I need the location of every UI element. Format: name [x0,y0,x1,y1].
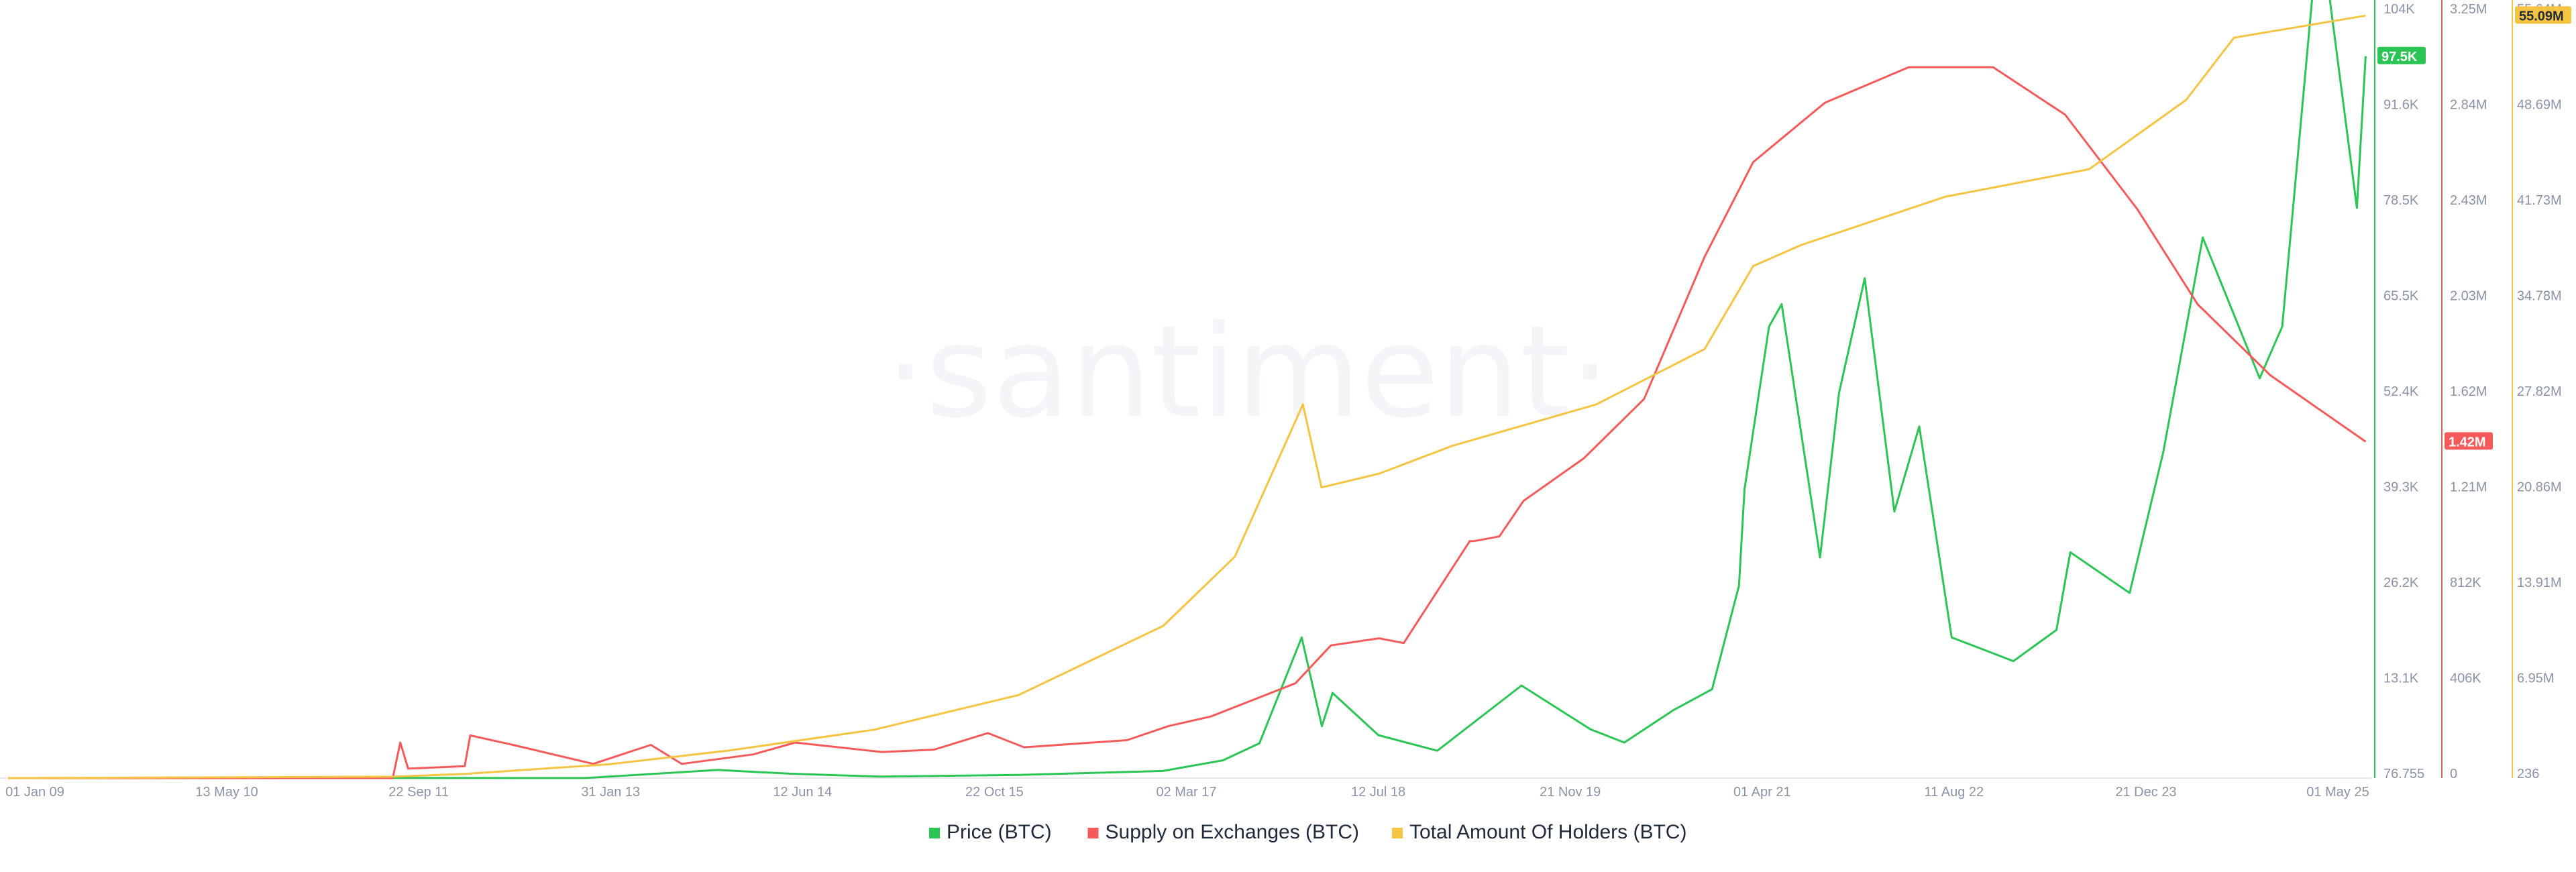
x-tick-label: 21 Nov 19 [1540,785,1601,800]
holders-current-value-badge [2515,6,2571,24]
x-tick-label: 31 Jan 13 [581,785,640,800]
x-tick-label: 01 Apr 21 [1733,785,1791,800]
holders-axis-tick-label: 48.69M [2517,98,2562,113]
supply-axis-tick-label: 406K [2450,671,2481,686]
x-tick-label: 01 May 25 [2306,785,2369,800]
series-line-price [229,0,2367,779]
x-tick-label: 13 May 10 [195,785,258,800]
price-axis-tick-label: 26.2K [2383,576,2419,590]
supply-current-value-badge [2445,432,2493,450]
holders-axis-tick-label: 6.95M [2517,671,2555,686]
holders-axis-tick-label: 236 [2517,767,2539,781]
price-axis-tick-label: 52.4K [2383,384,2419,399]
price-legend-swatch [929,828,940,838]
series-line-holders [7,14,2366,779]
holders-axis-tick-label: 34.78M [2517,289,2562,304]
x-tick-label: 22 Sep 11 [388,785,449,800]
supply-axis-tick-label: 2.03M [2450,289,2487,304]
x-tick-label: 22 Oct 15 [965,785,1024,800]
x-tick-label: 12 Jun 14 [773,785,832,800]
holders-axis-tick-label: 13.91M [2517,576,2562,590]
supply-axis-tick-label: 0 [2450,767,2457,781]
price-legend-label: Price (BTC) [947,821,1052,843]
x-tick-label: 21 Dec 23 [2115,785,2176,800]
supply-legend-swatch [1087,828,1099,838]
supply-axis-tick-label: 1.62M [2450,384,2487,399]
series-line-supply [8,66,2367,779]
price-current-value-label: 97.5K [2381,50,2418,64]
price-axis-tick-label: 91.6K [2383,98,2419,113]
supply-axis-tick-label: 3.25M [2450,2,2487,17]
supply-legend-label: Supply on Exchanges (BTC) [1106,821,1360,843]
x-tick-label: 02 Mar 17 [1156,785,1216,800]
holders-axis-tick-label: 27.82M [2517,384,2562,399]
price-axis-tick-label: 39.3K [2383,480,2419,495]
price-axis-tick-label: 78.5K [2383,193,2419,208]
price-axis-tick-label: 76.755 [2383,767,2424,781]
supply-current-value-label: 1.42M [2449,435,2486,449]
holders-legend-label: Total Amount Of Holders (BTC) [1409,821,1686,843]
holders-current-value-label: 55.09M [2519,9,2564,23]
supply-axis-tick-label: 1.21M [2450,480,2487,495]
price-current-value-badge [2377,46,2426,64]
x-tick-label: 01 Jan 09 [5,785,64,800]
price-axis-tick-label: 65.5K [2383,289,2419,304]
price-axis-tick-label: 104K [2383,2,2415,17]
supply-axis-tick-label: 2.84M [2450,98,2487,113]
holders-axis-tick-label: 20.86M [2517,480,2562,495]
supply-axis-tick-label: 2.43M [2450,193,2487,208]
x-tick-label: 12 Jul 18 [1351,785,1405,800]
holders-legend-swatch [1392,828,1403,838]
holders-axis-tick-label: 41.73M [2517,193,2562,208]
x-tick-label: 11 Aug 22 [1925,785,1984,800]
santiment-watermark: ·santiment· [885,298,1611,446]
supply-axis-tick-label: 812K [2450,576,2481,590]
price-axis-tick-label: 13.1K [2383,671,2419,686]
